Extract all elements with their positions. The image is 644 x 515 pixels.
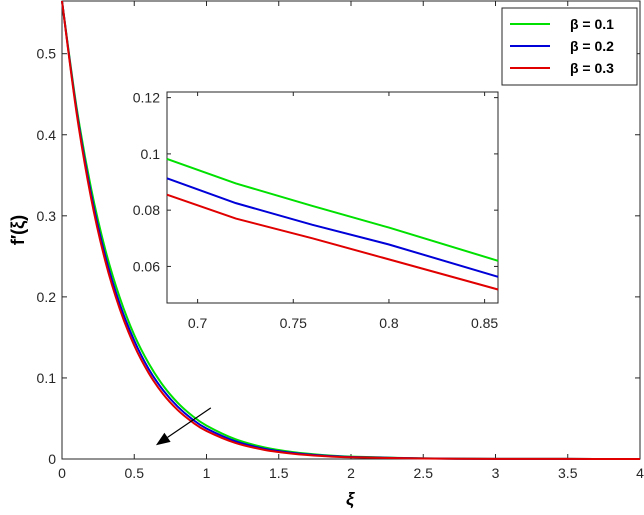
trend-arrow [155,407,212,446]
inset-series-line-1 [166,158,499,262]
inset-y-tick-label: 0.08 [133,202,160,218]
legend-label-1: β = 0.1 [570,16,614,32]
x-axis-title: ξ [346,489,355,510]
x-tick-label: 4 [636,465,644,481]
legend-label-3: β = 0.3 [570,60,614,76]
inset-y-tick-label: 0.12 [133,90,160,106]
inset-x-tick-label: 0.85 [471,315,498,331]
x-tick-label: 2 [347,465,355,481]
y-tick-label: 0.2 [37,289,57,305]
inset-axis-ticks: 0.7 0.75 0.8 0.85 0.06 0.08 0.1 0.12 [133,90,499,331]
y-tick-label: 0.4 [37,127,57,143]
x-tick-label: 0 [58,465,66,481]
y-axis-title: f′(ξ) [8,215,29,245]
main-axis-ticks: 0 0.5 1 1.5 2 2.5 3 3.5 4 0 0.1 0.2 0.3 0.4 0.5 [37,1,644,481]
inset-x-tick-label: 0.7 [188,315,208,331]
inset-series-line-3 [166,193,499,291]
x-tick-label: 0.5 [125,465,145,481]
inset-x-tick-label: 0.8 [379,315,399,331]
inset-series-line-2 [166,177,499,278]
inset-plot-area [166,91,499,304]
x-tick-label: 1.5 [269,465,289,481]
legend: β = 0.1 β = 0.2 β = 0.3 [501,7,638,86]
y-tick-label: 0 [48,451,56,467]
x-tick-label: 2.5 [414,465,434,481]
x-tick-label: 3.5 [558,465,578,481]
main-series-lines [61,0,641,460]
inset-y-tick-label: 0.1 [141,146,161,162]
inset-series-lines [166,158,499,291]
inset-x-tick-label: 0.75 [280,315,307,331]
inset-y-tick-label: 0.06 [133,258,160,274]
y-tick-label: 0.3 [37,208,57,224]
x-tick-label: 1 [203,465,211,481]
series-line-3 [61,0,641,460]
legend-label-2: β = 0.2 [570,38,614,54]
y-tick-label: 0.1 [37,370,57,386]
y-tick-label: 0.5 [37,46,57,62]
x-tick-label: 3 [492,465,500,481]
inset-plot: 0.7 0.75 0.8 0.85 0.06 0.08 0.1 0.12 [133,90,499,331]
